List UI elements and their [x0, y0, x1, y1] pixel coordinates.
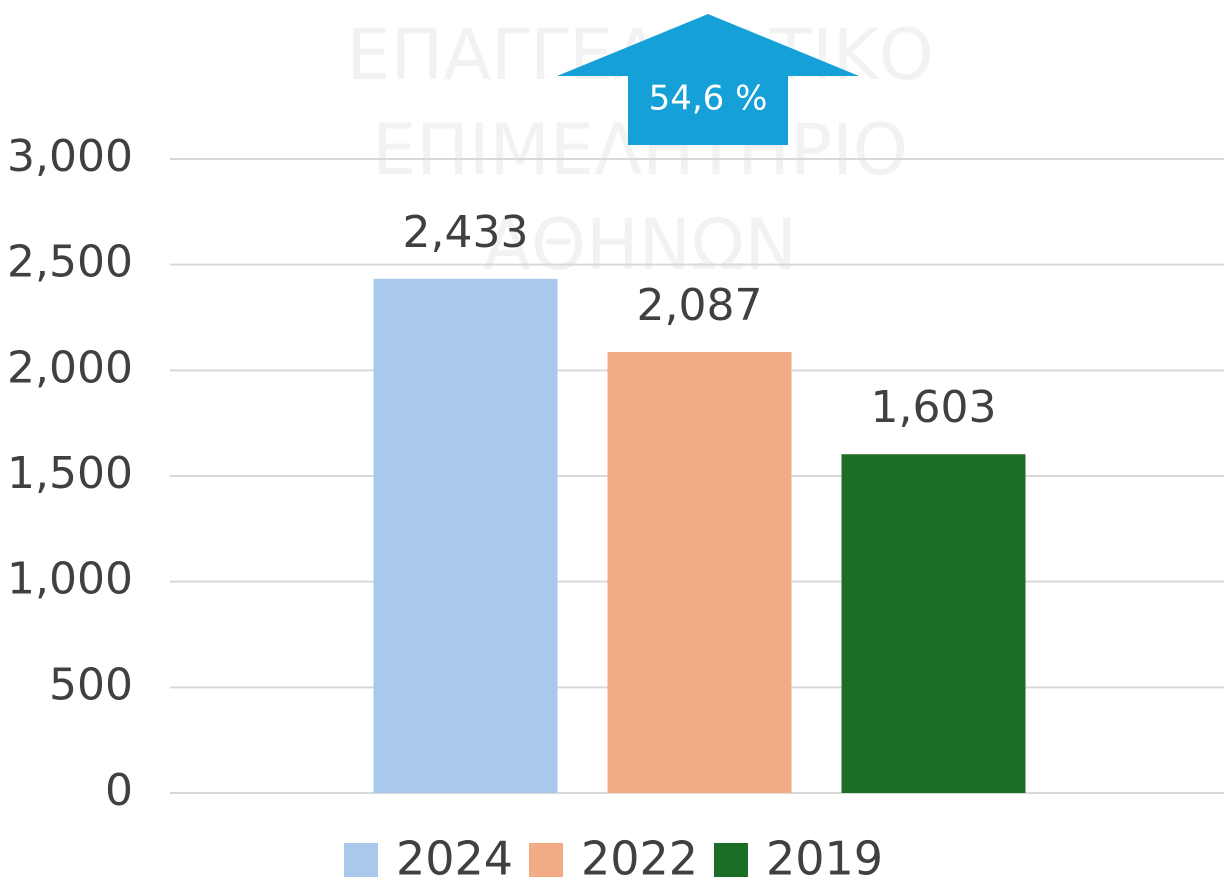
legend-label: 2024 — [396, 832, 513, 884]
annotation-text: 54,6 % — [649, 79, 768, 119]
bar — [373, 278, 558, 793]
bar — [607, 351, 792, 793]
legend-swatch — [344, 843, 378, 877]
y-tick-label: 1,000 — [7, 554, 133, 605]
watermark: ΑΘΗΝΩΝ — [483, 204, 797, 286]
y-tick-label: 500 — [49, 659, 133, 710]
y-tick-label: 3,000 — [7, 131, 133, 182]
data-label: 2,433 — [403, 207, 529, 258]
legend-label: 2019 — [766, 832, 883, 884]
data-label: 1,603 — [871, 382, 997, 433]
annotation-arrow — [557, 14, 859, 145]
y-tick-label: 2,500 — [7, 237, 133, 288]
legend-label: 2022 — [581, 832, 698, 884]
y-tick-label: 1,500 — [7, 448, 133, 499]
bar — [841, 454, 1026, 793]
legend-swatch — [529, 843, 563, 877]
data-label: 2,087 — [637, 280, 763, 331]
legend-swatch — [714, 843, 748, 877]
y-tick-label: 2,000 — [7, 342, 133, 393]
y-tick-label: 0 — [105, 765, 133, 816]
